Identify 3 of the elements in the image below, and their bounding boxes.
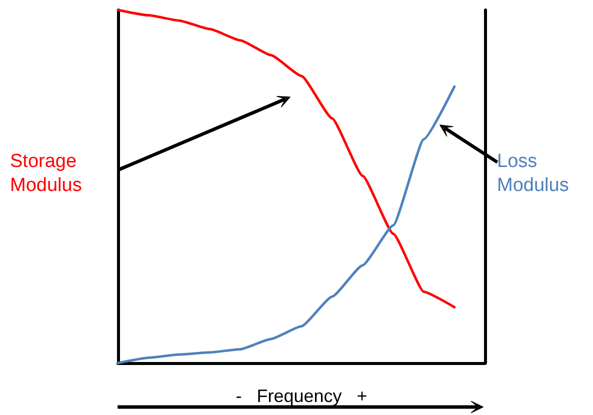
text: Loss Modulus xyxy=(497,150,570,198)
x-axis-title: - Frequency + xyxy=(236,386,368,406)
text: Storage Modulus xyxy=(10,150,83,198)
